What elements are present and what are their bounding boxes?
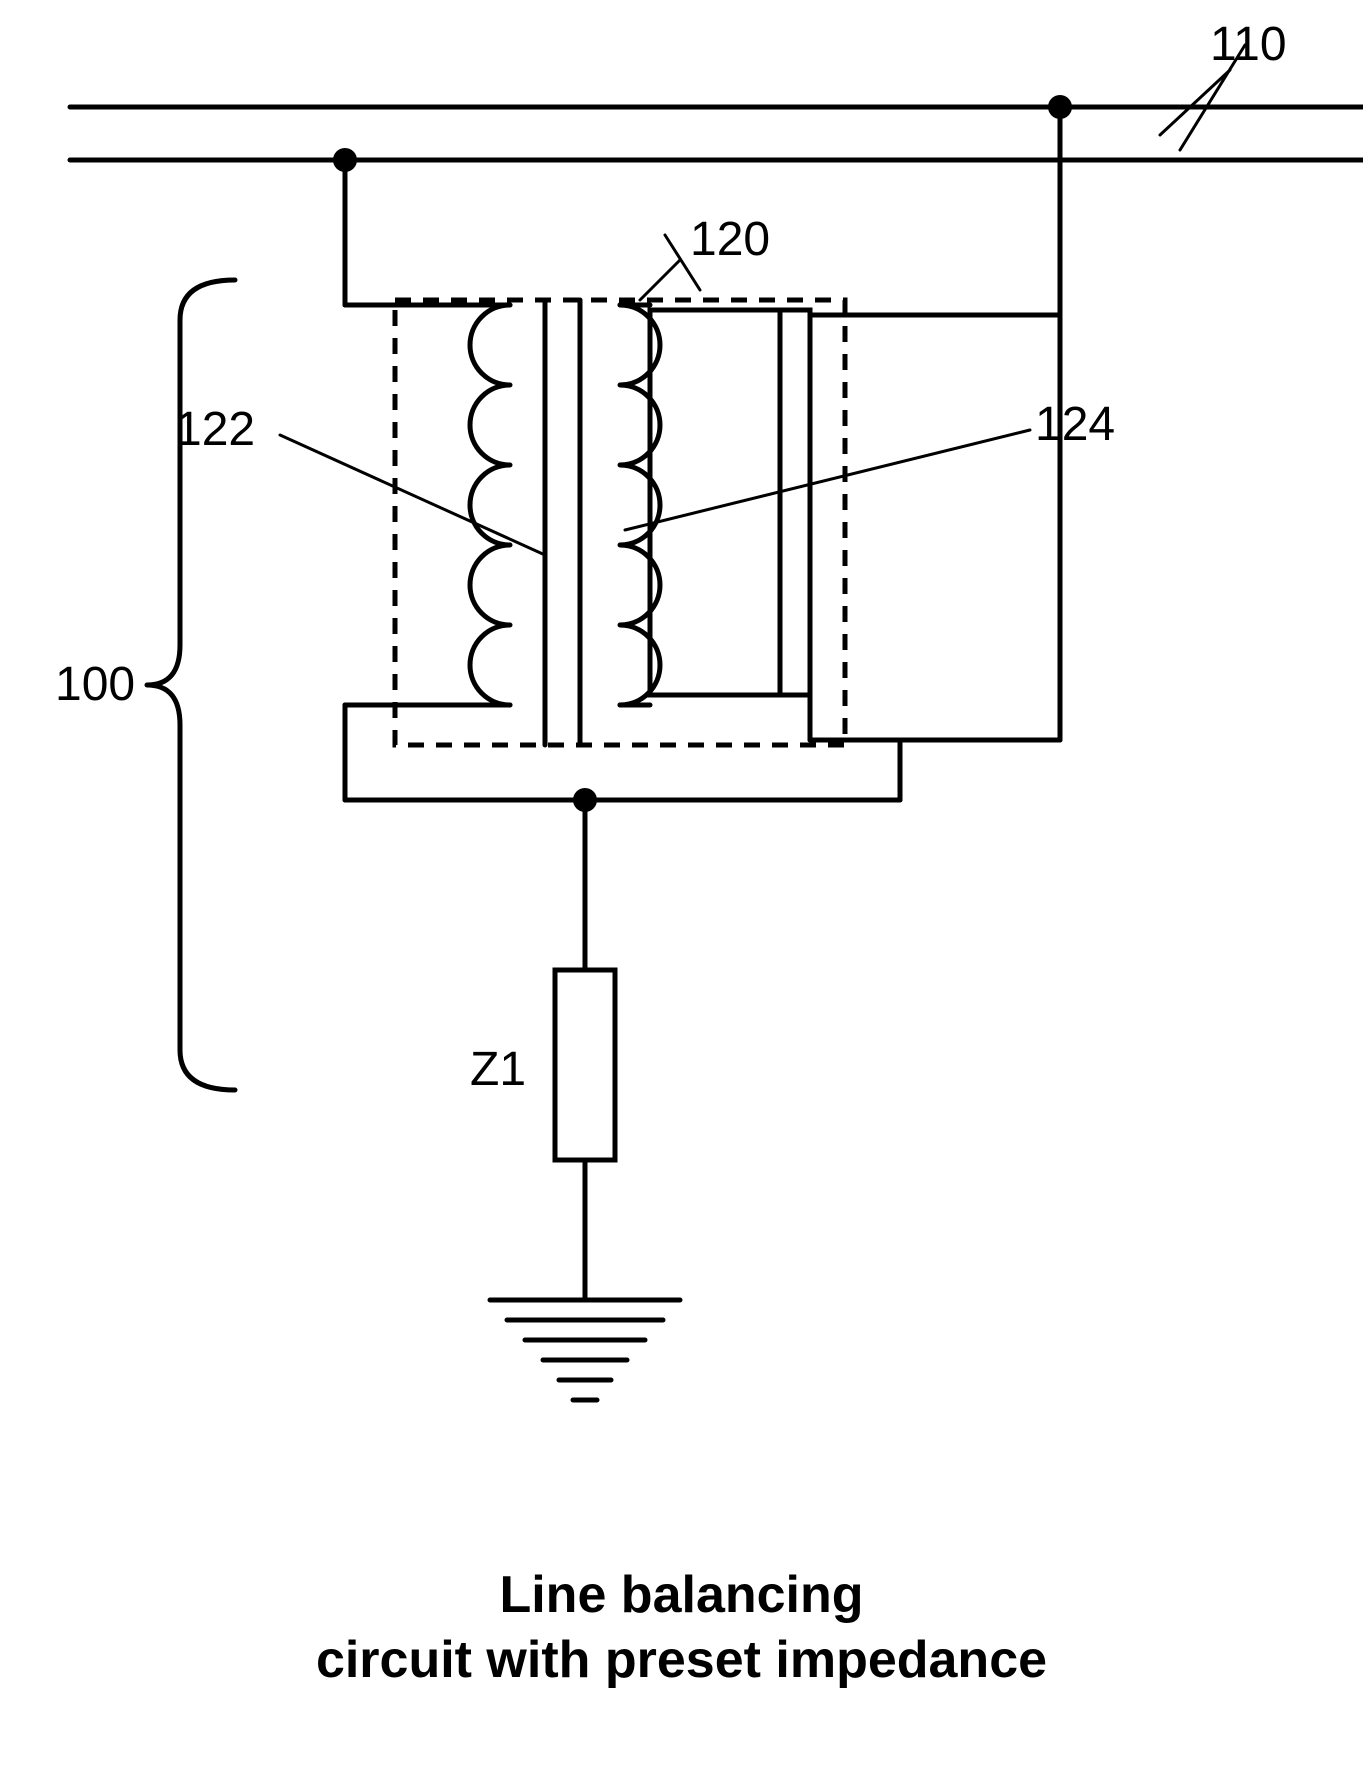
caption-line-1: Line balancing [0, 1565, 1363, 1625]
impedance-z1 [555, 970, 615, 1160]
label-124: 124 [1035, 398, 1115, 451]
label-122: 122 [175, 403, 255, 456]
primary-winding [470, 305, 510, 705]
circuit-diagram: 110 120 122 124 100 Z1 [0, 0, 1363, 1786]
label-z1: Z1 [470, 1043, 526, 1096]
secondary-winding [620, 305, 660, 705]
right-block [650, 310, 810, 695]
label-100: 100 [55, 658, 135, 711]
caption-line-2: circuit with preset impedance [0, 1630, 1363, 1690]
diagram-page: 110 120 122 124 100 Z1 Line balancing circuit… [0, 0, 1363, 1786]
label-120-leader [640, 260, 680, 300]
label-124-leader [625, 430, 1030, 530]
label-110: 110 [1210, 18, 1287, 71]
label-120: 120 [690, 213, 770, 266]
label-122-leader [280, 435, 545, 555]
brace-100 [147, 280, 235, 1090]
